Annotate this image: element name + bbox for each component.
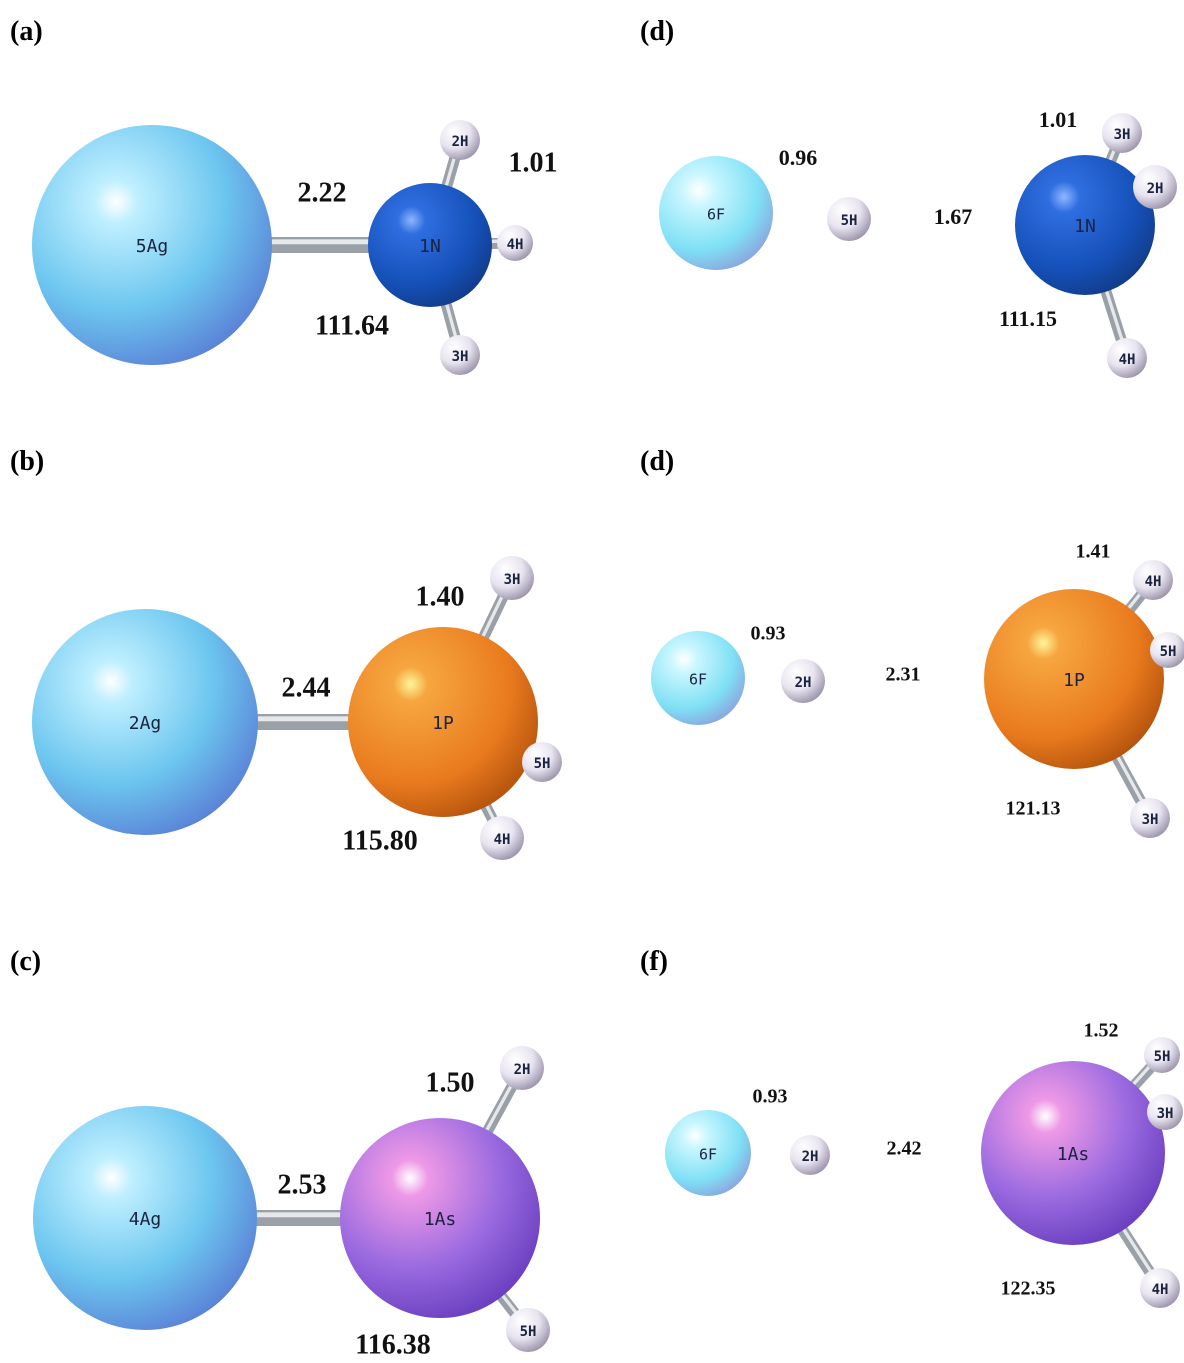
atom-label: 3H [1114, 127, 1131, 143]
atom-label: 1N [419, 236, 441, 257]
measurement: 2.44 [282, 672, 331, 703]
atom-label: 2H [514, 1062, 531, 1078]
atom-label: 4H [1152, 1282, 1169, 1298]
atom-label: 4H [507, 237, 524, 253]
panel: (a) 5Ag 1N 2H 4H 3H 2.22 1.01 111.64 [10, 16, 558, 375]
atom-label: 1N [1074, 216, 1096, 237]
panel-label: (a) [10, 16, 43, 47]
atom-label: 3H [452, 349, 469, 365]
atom-label: 4H [1119, 352, 1136, 368]
atom-label: 2Ag [129, 713, 162, 734]
atom-label: 1As [1057, 1144, 1090, 1165]
panel: (c) 4Ag 1As 2H 5H 2.53 1.50 116.38 [10, 946, 550, 1360]
measurement: 0.96 [779, 145, 818, 170]
atom-label: 3H [1142, 812, 1159, 828]
measurement: 1.67 [934, 204, 973, 229]
panel-label: (d) [640, 16, 674, 47]
figure: (a) 5Ag 1N 2H 4H 3H 2.22 1.01 111.64 (d) 6F 5H 1N 3H 2… [0, 0, 1184, 1363]
measurement: 111.15 [999, 306, 1057, 331]
measurement: 1.01 [509, 147, 558, 178]
measurement: 1.52 [1084, 1020, 1119, 1042]
measurement: 0.93 [753, 1086, 788, 1108]
atom-label: 5H [841, 213, 858, 229]
atom-label: 4Ag [129, 1209, 162, 1230]
atom-label: 2H [802, 1149, 819, 1165]
measurement: 111.64 [315, 310, 389, 341]
measurement: 1.40 [416, 581, 465, 612]
measurement: 122.35 [1001, 1278, 1056, 1300]
measurement: 2.53 [278, 1169, 327, 1200]
atom-label: 6F [699, 1146, 717, 1164]
measurement: 0.93 [751, 623, 786, 645]
panel-label: (b) [10, 446, 44, 477]
atom-label: 5H [1154, 1049, 1171, 1065]
atom-label: 6F [707, 206, 725, 224]
atom-label: 1P [1063, 670, 1085, 691]
panel-label: (f) [640, 946, 668, 977]
measurement: 121.13 [1006, 798, 1061, 820]
measurement: 2.42 [887, 1138, 922, 1160]
panel-label: (d) [640, 446, 674, 477]
measurement: 115.80 [342, 825, 417, 856]
atom-label: 5Ag [136, 236, 169, 257]
panel: (d) 6F 2H 1P 4H 5H 3H 0.93 2.31 1.41 121.13 [640, 446, 1184, 838]
atom-label: 3H [1157, 1106, 1174, 1122]
atom-label: 1As [424, 1209, 457, 1230]
panel: (d) 6F 5H 1N 3H 2H 4H 0.96 1.67 1.01 111.15 [640, 16, 1177, 378]
atom-label: 3H [504, 572, 521, 588]
atom-label: 2H [1147, 181, 1164, 197]
atom-label: 5H [1160, 644, 1177, 660]
atom-label: 5H [520, 1324, 537, 1340]
atom-label: 4H [1145, 574, 1162, 590]
measurement: 1.50 [426, 1067, 475, 1098]
panel-label: (c) [10, 946, 41, 977]
measurement: 2.22 [298, 177, 347, 208]
atom-label: 2H [795, 675, 812, 691]
atom-label: 6F [689, 671, 707, 689]
measurement: 116.38 [355, 1329, 430, 1360]
atom-label: 1P [432, 713, 454, 734]
panel: (b) 2Ag 1P 3H 5H 4H 2.44 1.40 115.80 [10, 446, 562, 860]
atom-label: 4H [494, 832, 511, 848]
atom-label: 5H [534, 756, 551, 772]
measurement: 1.01 [1039, 107, 1078, 132]
atom-label: 2H [452, 134, 469, 150]
measurement: 2.31 [886, 664, 921, 686]
panel: (f) 6F 2H 1As 5H 3H 4H 0.93 2.42 1.52 122.35 [640, 946, 1183, 1308]
measurement: 1.41 [1076, 541, 1111, 563]
